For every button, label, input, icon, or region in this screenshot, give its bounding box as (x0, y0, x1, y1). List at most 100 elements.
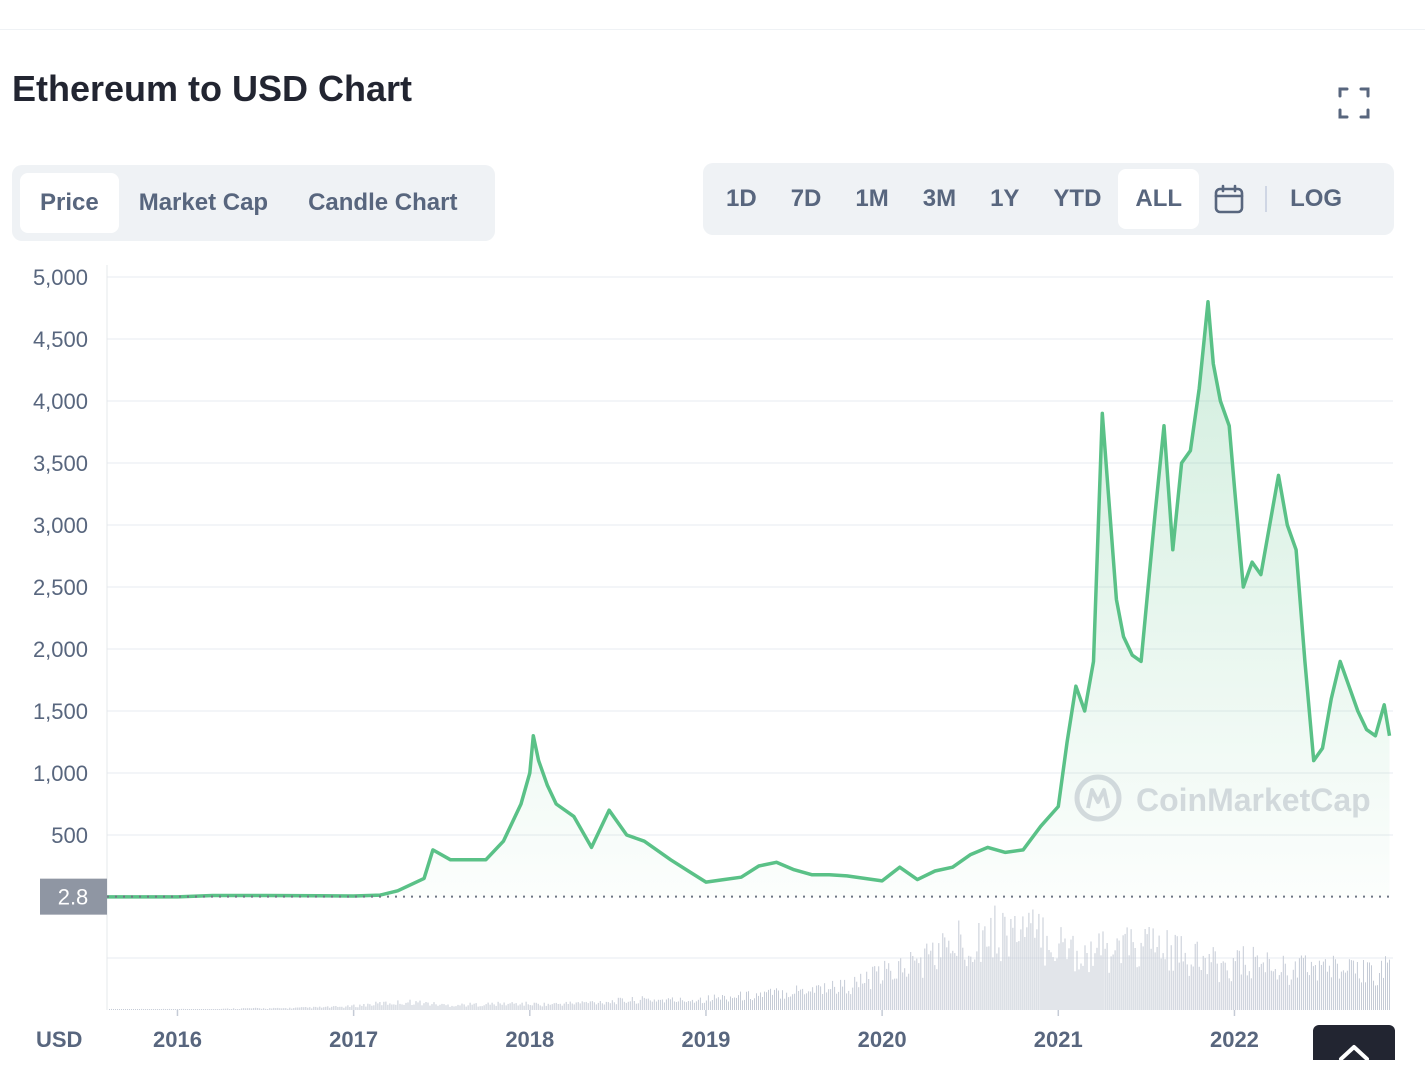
volume-bar (343, 1007, 345, 1010)
volume-bar (131, 1009, 132, 1010)
volume-bar (1290, 979, 1292, 1010)
volume-bar (1373, 980, 1374, 1010)
volume-bar (223, 1008, 225, 1010)
volume-bar (760, 992, 761, 1010)
volume-bar (1274, 969, 1276, 1010)
volume-bar (655, 1001, 657, 1010)
volume-bar (1200, 970, 1202, 1010)
tab-market-cap[interactable]: Market Cap (138, 189, 269, 216)
calendar-button[interactable] (1199, 183, 1259, 215)
volume-bar (812, 987, 814, 1010)
volume-bar (1379, 973, 1380, 1010)
volume-bar (1328, 965, 1330, 1010)
volume-bar (858, 987, 860, 1010)
tab-candle-chart[interactable]: Candle Chart (308, 189, 458, 216)
volume-bar (1182, 961, 1184, 1010)
volume-bar (165, 1009, 167, 1010)
volume-bar (924, 948, 926, 1010)
volume-bar (1118, 940, 1120, 1010)
volume-bar (525, 1001, 527, 1010)
volume-bar (649, 1000, 651, 1010)
volume-bar (147, 1009, 149, 1010)
volume-bar (756, 993, 757, 1010)
volume-bar (327, 1006, 329, 1010)
volume-bar (303, 1007, 305, 1010)
volume-bar (277, 1007, 279, 1010)
volume-bar (1192, 966, 1194, 1010)
volume-bar (267, 1009, 269, 1010)
log-toggle[interactable]: LOG (1290, 185, 1343, 212)
volume-bar (728, 1001, 729, 1010)
volume-bar (1250, 978, 1252, 1010)
volume-bar (515, 1003, 517, 1010)
volume-bar (936, 969, 938, 1010)
volume-bar (561, 1005, 563, 1010)
volume-bar (635, 1003, 637, 1010)
volume-bar (1010, 919, 1012, 1010)
volume-bar (173, 1009, 175, 1010)
volume-bar (1334, 959, 1336, 1010)
volume-bar (597, 1002, 599, 1010)
volume-bar (361, 1005, 363, 1010)
volume-bar (1096, 947, 1098, 1010)
volume-bar (824, 983, 826, 1010)
volume-bar (383, 1001, 385, 1010)
volume-bar (762, 997, 763, 1010)
range-1m[interactable]: 1M (855, 185, 889, 212)
volume-bar (1150, 948, 1152, 1010)
volume-bar (513, 1003, 515, 1010)
volume-bar (123, 1009, 124, 1010)
range-3m[interactable]: 3M (922, 185, 957, 212)
volume-bar (932, 942, 934, 1010)
volume-bar (633, 1001, 635, 1010)
volume-bar (557, 1004, 559, 1010)
volume-bar (990, 917, 992, 1010)
fullscreen-button[interactable] (1336, 85, 1372, 121)
volume-bar (291, 1008, 293, 1010)
volume-bar (711, 1000, 713, 1010)
volume-bar (866, 971, 868, 1010)
volume-bar (481, 1006, 483, 1010)
top-divider (0, 29, 1425, 30)
volume-bar (834, 986, 836, 1010)
volume-bar (653, 999, 655, 1010)
volume-bar (441, 1003, 443, 1010)
range-all[interactable]: ALL (1118, 169, 1200, 229)
tab-price[interactable]: Price (20, 173, 119, 233)
volume-bar (1312, 966, 1314, 1010)
volume-bar (451, 1005, 453, 1010)
watermark-text: CoinMarketCap (1136, 782, 1371, 818)
volume-bar (1082, 965, 1084, 1010)
volume-bar (842, 986, 844, 1010)
range-7d[interactable]: 7D (790, 185, 822, 212)
volume-bar (1346, 970, 1348, 1010)
range-1d[interactable]: 1D (726, 185, 757, 212)
volume-bar (984, 926, 986, 1010)
volume-bar (217, 1009, 219, 1010)
volume-bar (1120, 963, 1122, 1010)
volume-bar (750, 999, 751, 1010)
back-to-top-button[interactable] (1313, 1025, 1395, 1061)
volume-bar (1050, 952, 1052, 1010)
range-1y[interactable]: 1Y (990, 185, 1020, 212)
volume-bar (135, 1009, 136, 1010)
volume-bar (359, 1004, 361, 1010)
volume-bar (820, 986, 822, 1010)
volume-bar (219, 1009, 221, 1010)
volume-bar (575, 1002, 577, 1010)
volume-bar (1174, 934, 1176, 1010)
volume-bar (401, 1004, 403, 1010)
volume-bar (247, 1008, 249, 1010)
volume-bar (1166, 930, 1168, 1010)
volume-bar (419, 1000, 421, 1010)
volume-bar (1214, 951, 1216, 1010)
volume-bar (191, 1009, 193, 1010)
volume-bar (315, 1006, 317, 1010)
volume-bar (239, 1009, 241, 1010)
time-range-selector: 1D 7D 1M 3M 1Y YTD ALL LOG (703, 163, 1394, 235)
volume-bar (790, 996, 792, 1010)
volume-bar (1160, 958, 1162, 1010)
volume-bar (117, 1009, 118, 1010)
volume-bar (872, 966, 874, 1010)
range-ytd[interactable]: YTD (1053, 185, 1102, 212)
